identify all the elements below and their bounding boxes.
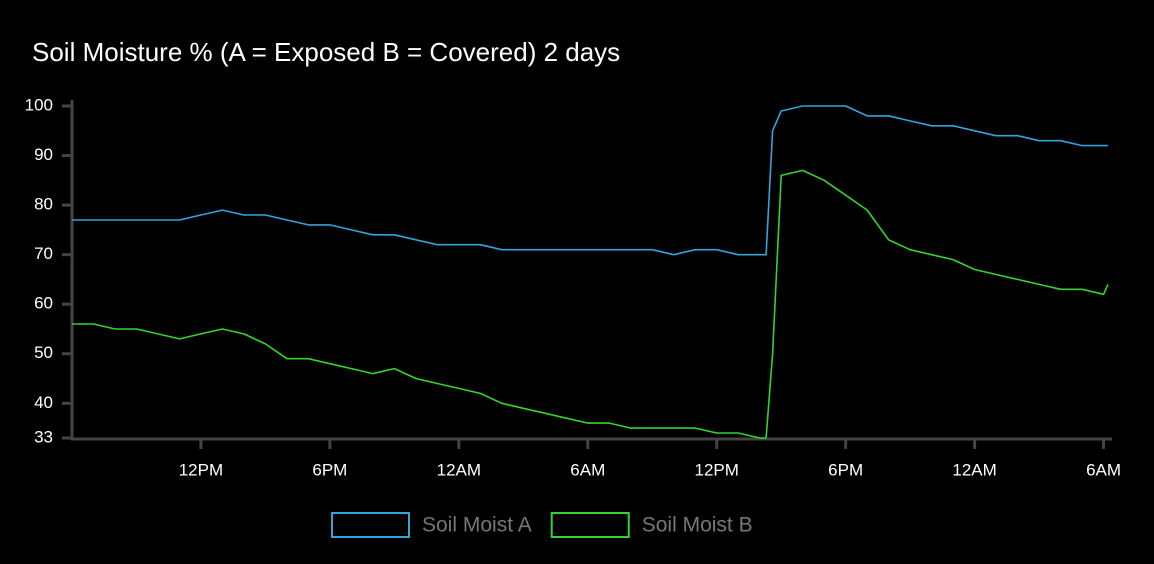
x-tick-label: 6AM (1086, 460, 1121, 479)
y-tick-label: 70 (34, 244, 53, 263)
y-tick-label: 50 (34, 343, 53, 362)
y-tick-label: 60 (34, 294, 53, 313)
y-tick-label: 90 (34, 145, 53, 164)
legend-label: Soil Moist A (422, 514, 532, 537)
x-tick-label: 12AM (952, 460, 996, 479)
legend-swatch (550, 512, 630, 538)
x-tick-label: 6AM (570, 460, 605, 479)
series-line (72, 105, 1108, 256)
y-tick-label: 33 (34, 427, 53, 446)
legend-swatch (331, 512, 410, 538)
y-tick-label: 100 (25, 95, 53, 114)
chart-title: Soil Moisture % (A = Exposed B = Covered… (32, 37, 620, 67)
series-line (72, 169, 1109, 439)
y-tick-label: 40 (34, 393, 53, 412)
x-tick-label: 12PM (695, 460, 739, 479)
x-tick-label: 12PM (179, 460, 223, 479)
x-tick-label: 6PM (828, 460, 863, 479)
y-tick-label: 80 (34, 195, 53, 214)
legend-label: Soil Moist B (642, 514, 753, 537)
x-tick-label: 6PM (312, 460, 347, 479)
x-tick-label: 12AM (437, 460, 481, 479)
